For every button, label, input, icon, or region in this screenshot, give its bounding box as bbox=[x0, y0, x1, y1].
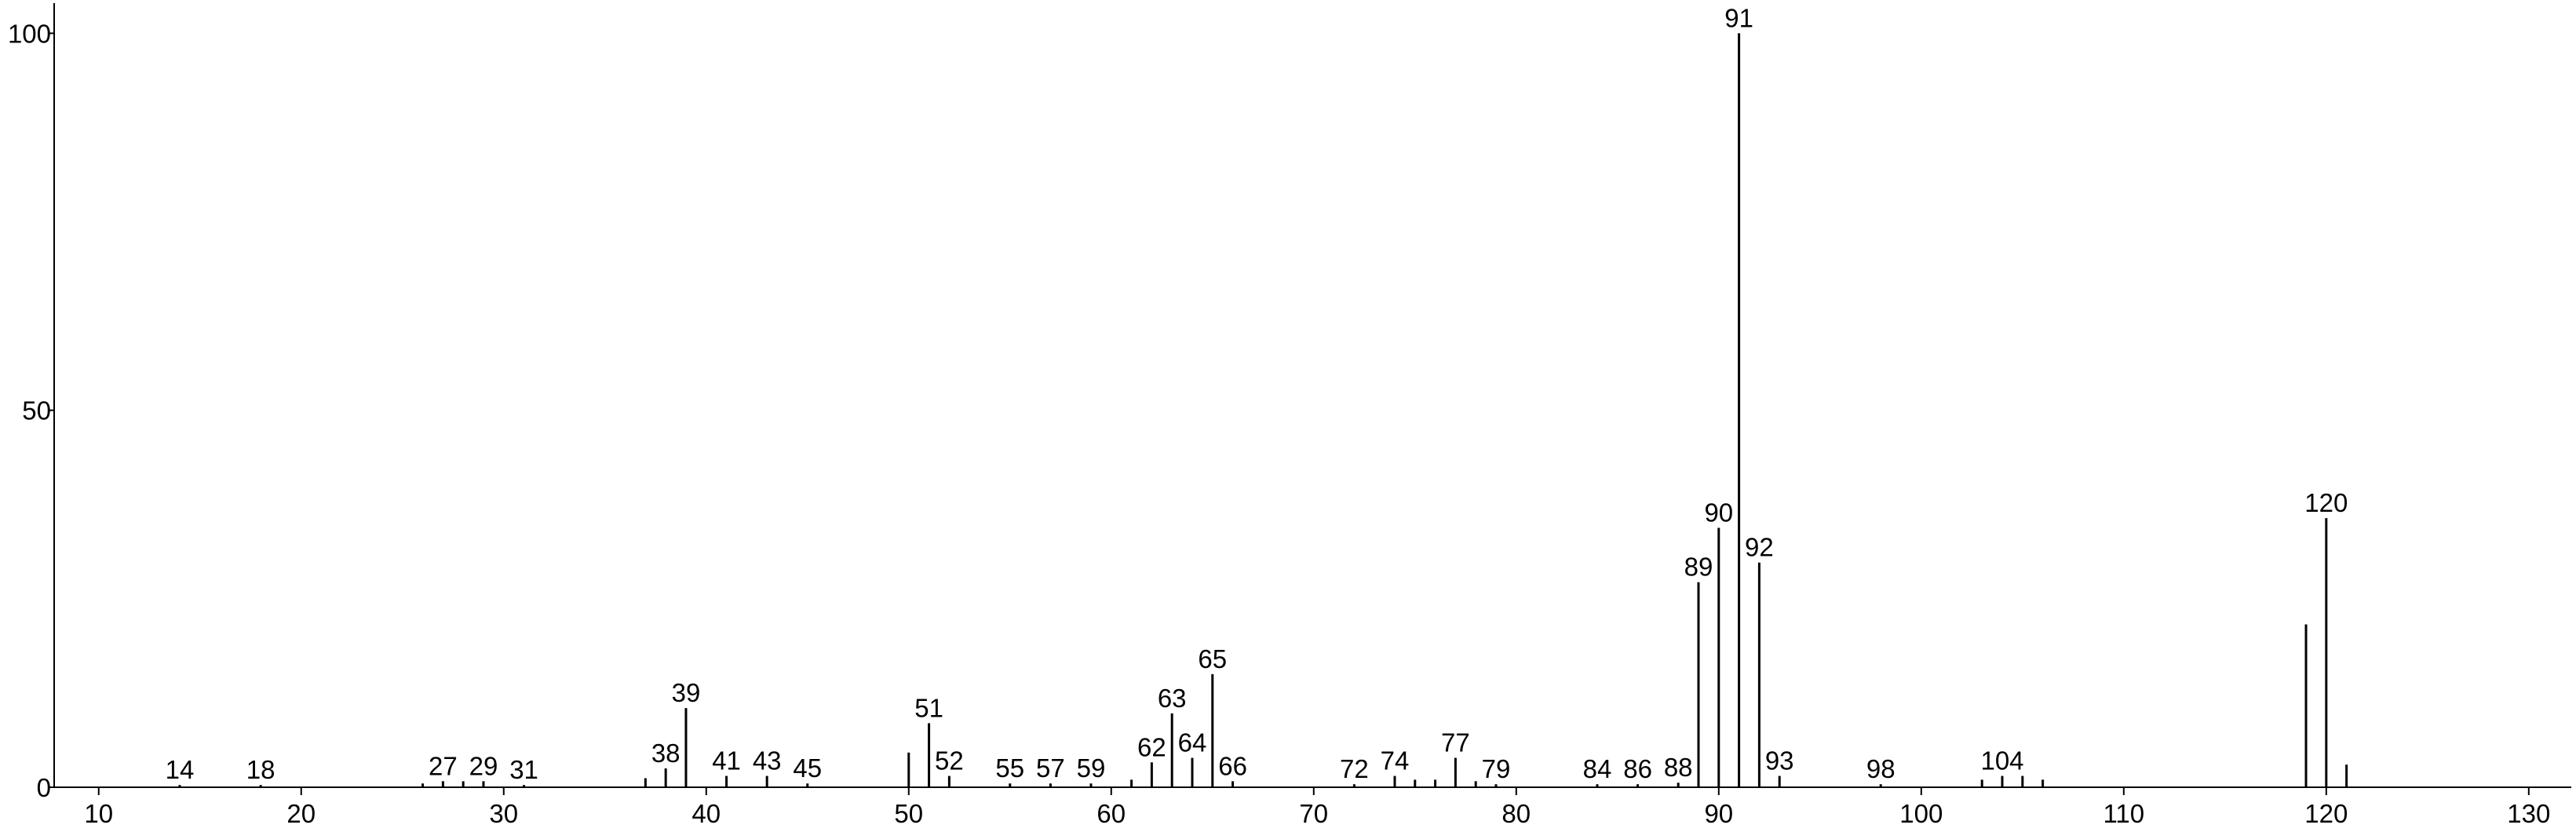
x-tick-label: 90 bbox=[1704, 799, 1733, 828]
peak-label: 38 bbox=[651, 739, 680, 768]
peak-label: 91 bbox=[1724, 3, 1753, 32]
peak-label: 27 bbox=[429, 751, 458, 780]
peak-label: 51 bbox=[914, 693, 943, 722]
x-tick-label: 100 bbox=[1899, 799, 1943, 828]
peak-label: 57 bbox=[1036, 754, 1065, 783]
peak-label: 31 bbox=[509, 755, 538, 784]
peak-label: 66 bbox=[1218, 751, 1247, 780]
peak-label: 18 bbox=[246, 755, 275, 784]
x-tick-label: 50 bbox=[894, 799, 923, 828]
peak-label: 88 bbox=[1664, 753, 1693, 782]
peak-label: 98 bbox=[1866, 754, 1896, 783]
peak-label: 90 bbox=[1704, 498, 1733, 527]
x-tick-label: 40 bbox=[691, 799, 721, 828]
peak-label: 45 bbox=[793, 754, 822, 783]
peak-label: 120 bbox=[2304, 488, 2348, 517]
x-tick-label: 120 bbox=[2304, 799, 2348, 828]
peak-label: 79 bbox=[1482, 754, 1511, 783]
peak-label: 74 bbox=[1381, 746, 1410, 775]
peak-label: 55 bbox=[995, 754, 1024, 783]
peak-label: 72 bbox=[1340, 754, 1369, 783]
peak-label: 104 bbox=[1980, 746, 2023, 775]
peak-label: 92 bbox=[1745, 533, 1774, 562]
x-tick-label: 130 bbox=[2507, 799, 2550, 828]
x-tick-label: 30 bbox=[489, 799, 518, 828]
peak-label: 77 bbox=[1441, 728, 1470, 757]
peak-label: 89 bbox=[1684, 553, 1713, 582]
peak-label: 14 bbox=[166, 755, 195, 784]
peak-label: 63 bbox=[1158, 684, 1187, 713]
peak-label: 59 bbox=[1077, 754, 1106, 783]
peak-label: 84 bbox=[1583, 754, 1612, 783]
peak-label: 65 bbox=[1198, 644, 1227, 673]
x-tick-label: 20 bbox=[286, 799, 316, 828]
x-tick-label: 80 bbox=[1501, 799, 1531, 828]
y-tick-label: 0 bbox=[37, 773, 51, 802]
x-tick-label: 10 bbox=[84, 799, 113, 828]
peak-label: 93 bbox=[1765, 746, 1794, 775]
peak-label: 52 bbox=[935, 746, 964, 775]
peak-label: 86 bbox=[1623, 754, 1652, 783]
x-tick-label: 60 bbox=[1096, 799, 1126, 828]
peak-label: 64 bbox=[1178, 728, 1207, 757]
peak-label: 39 bbox=[672, 678, 701, 707]
y-tick-label: 50 bbox=[22, 396, 51, 425]
peak-label: 43 bbox=[753, 746, 782, 775]
peak-label: 29 bbox=[469, 751, 498, 780]
y-tick-label: 100 bbox=[8, 19, 51, 48]
peak-label: 41 bbox=[712, 746, 741, 775]
x-tick-label: 70 bbox=[1299, 799, 1328, 828]
peak-label: 62 bbox=[1137, 732, 1166, 761]
x-tick-label: 110 bbox=[2103, 799, 2144, 828]
